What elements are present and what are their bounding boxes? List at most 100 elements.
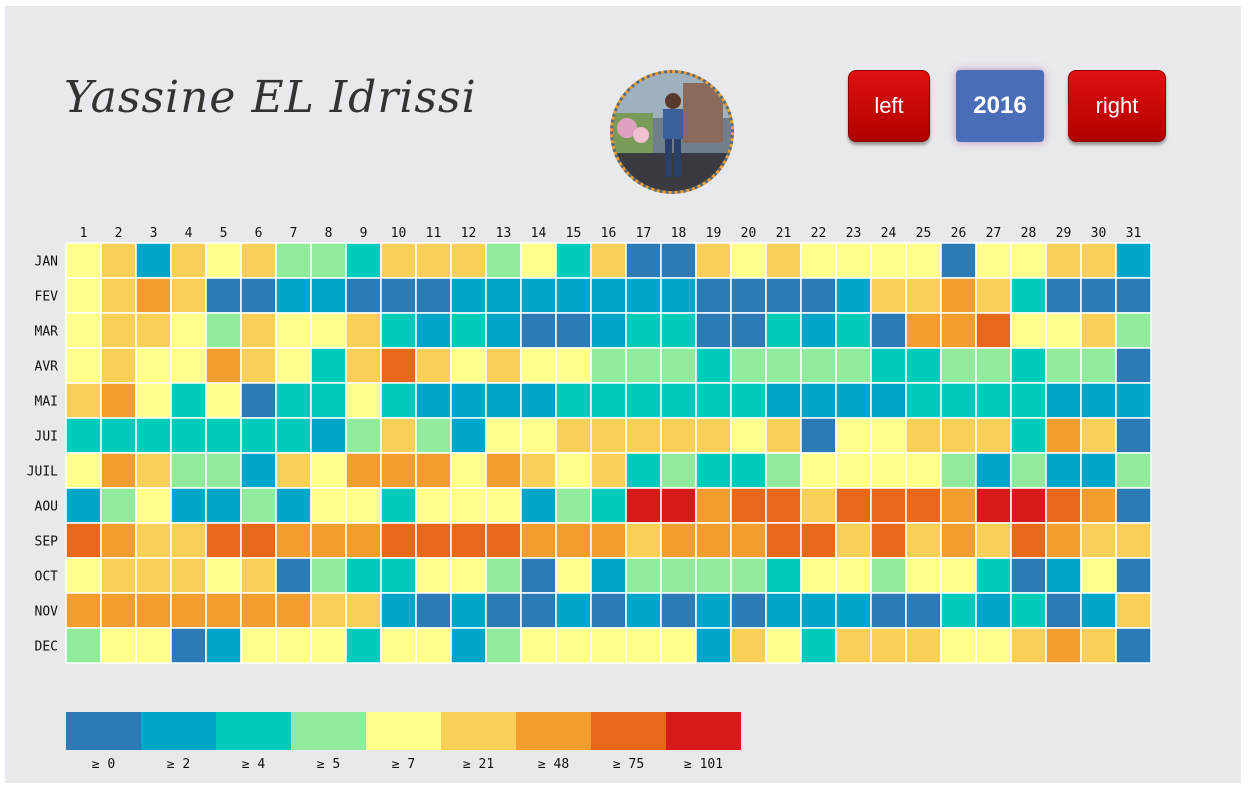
heatmap-cell[interactable] bbox=[485, 487, 522, 524]
heatmap-cell[interactable] bbox=[660, 347, 697, 384]
heatmap-cell[interactable] bbox=[1080, 312, 1117, 349]
heatmap-cell[interactable] bbox=[240, 487, 277, 524]
heatmap-cell[interactable] bbox=[170, 557, 207, 594]
heatmap-cell[interactable] bbox=[870, 627, 907, 664]
heatmap-cell[interactable] bbox=[730, 417, 767, 454]
heatmap-cell[interactable] bbox=[765, 382, 802, 419]
heatmap-cell[interactable] bbox=[415, 592, 452, 629]
heatmap-cell[interactable] bbox=[975, 417, 1012, 454]
heatmap-cell[interactable] bbox=[135, 452, 172, 489]
heatmap-cell[interactable] bbox=[275, 452, 312, 489]
heatmap-cell[interactable] bbox=[450, 382, 487, 419]
heatmap-cell[interactable] bbox=[940, 452, 977, 489]
heatmap-cell[interactable] bbox=[765, 592, 802, 629]
heatmap-cell[interactable] bbox=[310, 382, 347, 419]
heatmap-cell[interactable] bbox=[800, 312, 837, 349]
heatmap-cell[interactable] bbox=[1080, 557, 1117, 594]
heatmap-cell[interactable] bbox=[765, 312, 802, 349]
heatmap-cell[interactable] bbox=[835, 347, 872, 384]
heatmap-cell[interactable] bbox=[905, 592, 942, 629]
heatmap-cell[interactable] bbox=[625, 627, 662, 664]
heatmap-cell[interactable] bbox=[485, 277, 522, 314]
heatmap-cell[interactable] bbox=[835, 487, 872, 524]
heatmap-cell[interactable] bbox=[660, 487, 697, 524]
heatmap-cell[interactable] bbox=[170, 487, 207, 524]
heatmap-cell[interactable] bbox=[1115, 347, 1152, 384]
heatmap-cell[interactable] bbox=[240, 522, 277, 559]
heatmap-cell[interactable] bbox=[660, 522, 697, 559]
heatmap-cell[interactable] bbox=[940, 242, 977, 279]
left-button[interactable]: left bbox=[848, 70, 930, 142]
heatmap-cell[interactable] bbox=[450, 347, 487, 384]
heatmap-cell[interactable] bbox=[65, 417, 102, 454]
heatmap-cell[interactable] bbox=[625, 557, 662, 594]
heatmap-cell[interactable] bbox=[800, 382, 837, 419]
heatmap-cell[interactable] bbox=[1045, 557, 1082, 594]
heatmap-cell[interactable] bbox=[800, 557, 837, 594]
heatmap-cell[interactable] bbox=[485, 382, 522, 419]
heatmap-cell[interactable] bbox=[1045, 592, 1082, 629]
heatmap-cell[interactable] bbox=[940, 277, 977, 314]
heatmap-cell[interactable] bbox=[485, 522, 522, 559]
heatmap-cell[interactable] bbox=[205, 487, 242, 524]
heatmap-cell[interactable] bbox=[100, 592, 137, 629]
heatmap-cell[interactable] bbox=[660, 557, 697, 594]
heatmap-cell[interactable] bbox=[520, 487, 557, 524]
heatmap-cell[interactable] bbox=[765, 557, 802, 594]
heatmap-cell[interactable] bbox=[240, 452, 277, 489]
heatmap-cell[interactable] bbox=[275, 557, 312, 594]
heatmap-cell[interactable] bbox=[940, 312, 977, 349]
heatmap-cell[interactable] bbox=[730, 452, 767, 489]
heatmap-cell[interactable] bbox=[520, 557, 557, 594]
heatmap-cell[interactable] bbox=[625, 592, 662, 629]
heatmap-cell[interactable] bbox=[835, 522, 872, 559]
heatmap-cell[interactable] bbox=[730, 487, 767, 524]
heatmap-cell[interactable] bbox=[380, 557, 417, 594]
heatmap-cell[interactable] bbox=[905, 242, 942, 279]
heatmap-cell[interactable] bbox=[520, 627, 557, 664]
heatmap-cell[interactable] bbox=[590, 452, 627, 489]
heatmap-cell[interactable] bbox=[590, 312, 627, 349]
heatmap-cell[interactable] bbox=[590, 487, 627, 524]
heatmap-cell[interactable] bbox=[870, 242, 907, 279]
heatmap-cell[interactable] bbox=[730, 347, 767, 384]
heatmap-cell[interactable] bbox=[765, 627, 802, 664]
heatmap-cell[interactable] bbox=[590, 557, 627, 594]
heatmap-cell[interactable] bbox=[450, 277, 487, 314]
heatmap-cell[interactable] bbox=[240, 592, 277, 629]
heatmap-cell[interactable] bbox=[450, 242, 487, 279]
heatmap-cell[interactable] bbox=[380, 242, 417, 279]
heatmap-cell[interactable] bbox=[695, 522, 732, 559]
heatmap-cell[interactable] bbox=[555, 312, 592, 349]
heatmap-cell[interactable] bbox=[730, 382, 767, 419]
heatmap-cell[interactable] bbox=[695, 557, 732, 594]
heatmap-cell[interactable] bbox=[345, 417, 382, 454]
heatmap-cell[interactable] bbox=[1115, 487, 1152, 524]
heatmap-cell[interactable] bbox=[625, 242, 662, 279]
heatmap-cell[interactable] bbox=[135, 627, 172, 664]
heatmap-cell[interactable] bbox=[555, 277, 592, 314]
heatmap-cell[interactable] bbox=[1045, 522, 1082, 559]
heatmap-cell[interactable] bbox=[730, 242, 767, 279]
heatmap-cell[interactable] bbox=[310, 242, 347, 279]
heatmap-cell[interactable] bbox=[730, 592, 767, 629]
heatmap-cell[interactable] bbox=[65, 277, 102, 314]
heatmap-cell[interactable] bbox=[310, 557, 347, 594]
heatmap-cell[interactable] bbox=[625, 487, 662, 524]
heatmap-cell[interactable] bbox=[135, 417, 172, 454]
heatmap-cell[interactable] bbox=[310, 592, 347, 629]
heatmap-cell[interactable] bbox=[415, 627, 452, 664]
heatmap-cell[interactable] bbox=[555, 487, 592, 524]
heatmap-cell[interactable] bbox=[940, 417, 977, 454]
heatmap-cell[interactable] bbox=[240, 557, 277, 594]
heatmap-cell[interactable] bbox=[695, 382, 732, 419]
heatmap-cell[interactable] bbox=[1080, 452, 1117, 489]
heatmap-cell[interactable] bbox=[65, 382, 102, 419]
heatmap-cell[interactable] bbox=[205, 382, 242, 419]
heatmap-cell[interactable] bbox=[870, 487, 907, 524]
heatmap-cell[interactable] bbox=[380, 592, 417, 629]
heatmap-cell[interactable] bbox=[555, 347, 592, 384]
heatmap-cell[interactable] bbox=[415, 242, 452, 279]
heatmap-cell[interactable] bbox=[240, 312, 277, 349]
heatmap-cell[interactable] bbox=[1080, 382, 1117, 419]
